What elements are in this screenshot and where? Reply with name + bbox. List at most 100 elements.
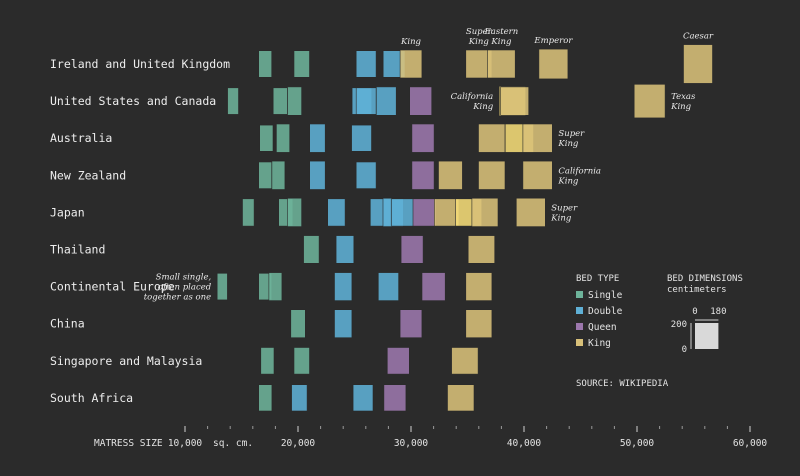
row-label-ireland-and-united-kingdom: Ireland and United Kingdom <box>50 57 230 71</box>
row-label-australia: Australia <box>50 131 112 145</box>
row-label-new-zealand: New Zealand <box>50 168 126 182</box>
bed-queen-south-africa-3 <box>383 384 407 412</box>
bed-double-australia-2 <box>309 123 326 153</box>
bed-single-united-states-and-canada-1 <box>272 87 288 115</box>
bed-queen-new-zealand-4 <box>411 160 435 190</box>
bed-single-japan-2 <box>287 197 302 227</box>
dimension-key-y-tick-1: 0 <box>682 345 687 355</box>
bed-double-united-states-and-canada-5 <box>375 86 397 116</box>
bed-single-ireland-and-united-kingdom-1 <box>293 50 310 78</box>
annotation-eastern-king: Eastern King <box>484 27 519 47</box>
bed-king-japan-8 <box>433 198 460 227</box>
bed-single-south-africa-0 <box>258 384 273 412</box>
bed-king-new-zealand-7 <box>522 160 553 190</box>
x-tick-label-30000: 30,000 <box>394 438 429 449</box>
bed-king-new-zealand-5 <box>438 160 463 190</box>
bed-double-continental-europe-4 <box>377 272 399 301</box>
bed-queen-singapore-and-malaysia-2 <box>386 347 410 375</box>
bed-single-japan-0 <box>242 198 255 227</box>
annotation-king: King <box>400 37 422 47</box>
bed-single-united-states-and-canada-0 <box>227 87 239 115</box>
bed-double-china-1 <box>334 309 353 339</box>
bed-king-singapore-and-malaysia-3 <box>451 347 479 375</box>
x-axis-title: MATRESS SIZE <box>94 438 163 449</box>
bed-king-new-zealand-6 <box>478 160 506 190</box>
annotation-emperor: Emperor <box>533 36 573 46</box>
bed-double-new-zealand-3 <box>355 161 377 189</box>
bed-queen-united-states-and-canada-6 <box>409 86 433 116</box>
bed-single-continental-europe-0 <box>216 272 228 301</box>
bed-single-new-zealand-1 <box>271 160 286 190</box>
legend: BED TYPE Single Double Queen King <box>576 274 623 349</box>
row-label-japan: Japan <box>50 205 85 219</box>
bed-double-japan-3 <box>327 198 346 227</box>
bed-king-china-3 <box>465 309 493 339</box>
dimension-key-y-tick-0: 200 <box>671 320 687 330</box>
bed-king-ireland-and-united-kingdom-7 <box>538 48 569 80</box>
row-label-singapore-and-malaysia: Singapore and Malaysia <box>50 354 202 368</box>
bed-double-south-africa-2 <box>352 384 374 412</box>
bed-double-united-states-and-canada-4 <box>355 87 377 115</box>
row-label-thailand: Thailand <box>50 243 105 257</box>
row-label-south-africa: South Africa <box>50 391 133 405</box>
bed-single-continental-europe-2 <box>268 272 283 301</box>
bed-single-united-states-and-canada-2 <box>287 86 302 116</box>
bed-queen-thailand-2 <box>400 235 424 264</box>
source-text: SOURCE: WIKIPEDIA <box>576 379 669 389</box>
legend-label-queen: Queen <box>588 322 617 333</box>
annotation-super-king-jp: Super King <box>550 203 578 223</box>
bed-single-china-0 <box>290 309 306 339</box>
bed-single-thailand-0 <box>303 235 320 264</box>
bed-king-united-states-and-canada-9 <box>633 84 666 119</box>
legend-label-double: Double <box>588 306 623 317</box>
row-label-united-states-and-canada: United States and Canada <box>50 94 216 108</box>
dimension-key-title-1: centimeters <box>667 285 727 295</box>
row-label-china: China <box>50 317 85 331</box>
bed-double-japan-6 <box>391 198 414 227</box>
bed-king-thailand-3 <box>467 235 496 264</box>
x-tick-label-60000: 60,000 <box>733 438 768 449</box>
bed-queen-japan-7 <box>412 198 437 227</box>
bed-queen-australia-4 <box>411 123 435 153</box>
annotation-california-king-us: California King <box>451 92 494 112</box>
x-tick-label-50000: 50,000 <box>620 438 655 449</box>
legend-swatch-queen <box>576 323 583 330</box>
dimension-key-x-tick-0: 0 <box>692 307 697 317</box>
bed-king-continental-europe-6 <box>465 272 493 301</box>
bed-single-new-zealand-0 <box>258 161 273 189</box>
annotation-super-king: Super King <box>466 27 493 47</box>
annotation-texas-king: Texas King <box>670 92 696 112</box>
bed-single-australia-1 <box>276 123 290 153</box>
bed-double-thailand-1 <box>335 235 355 264</box>
bed-single-singapore-and-malaysia-0 <box>260 347 275 375</box>
bed-queen-china-2 <box>399 309 423 339</box>
bed-king-ireland-and-united-kingdom-8 <box>683 44 713 84</box>
bed-marks <box>216 44 713 412</box>
country-rows: Ireland and United Kingdom United States … <box>50 57 230 405</box>
x-tick-label-20000: 20,000 <box>281 438 316 449</box>
bed-king-south-africa-4 <box>447 384 475 412</box>
legend-swatch-single <box>576 291 583 298</box>
x-axis-unit: sq. cm. <box>213 438 253 449</box>
bed-king-ireland-and-united-kingdom-4 <box>399 49 423 79</box>
legend-swatch-double <box>576 307 583 314</box>
bed-king-japan-11 <box>515 197 546 227</box>
x-axis: 10,000 20,000 30,000 40,000 50,000 60,000 MATR… <box>94 426 767 449</box>
bed-single-australia-0 <box>259 124 274 152</box>
legend-label-single: Single <box>588 290 623 301</box>
legend-swatch-king <box>576 339 583 346</box>
bed-king-japan-10 <box>471 197 499 227</box>
bed-king-australia-7 <box>522 123 553 153</box>
bed-double-new-zealand-2 <box>309 160 326 190</box>
bed-king-australia-5 <box>478 123 506 153</box>
legend-label-king: King <box>588 338 611 349</box>
bed-double-continental-europe-3 <box>334 272 353 301</box>
dimension-key-x-tick-1: 180 <box>710 307 726 317</box>
annotation-caesar: Caesar <box>683 32 714 42</box>
row-label-continental-europe: Continental Europe <box>50 280 175 294</box>
bed-double-australia-3 <box>351 124 372 152</box>
bed-king-united-states-and-canada-8 <box>500 86 530 116</box>
